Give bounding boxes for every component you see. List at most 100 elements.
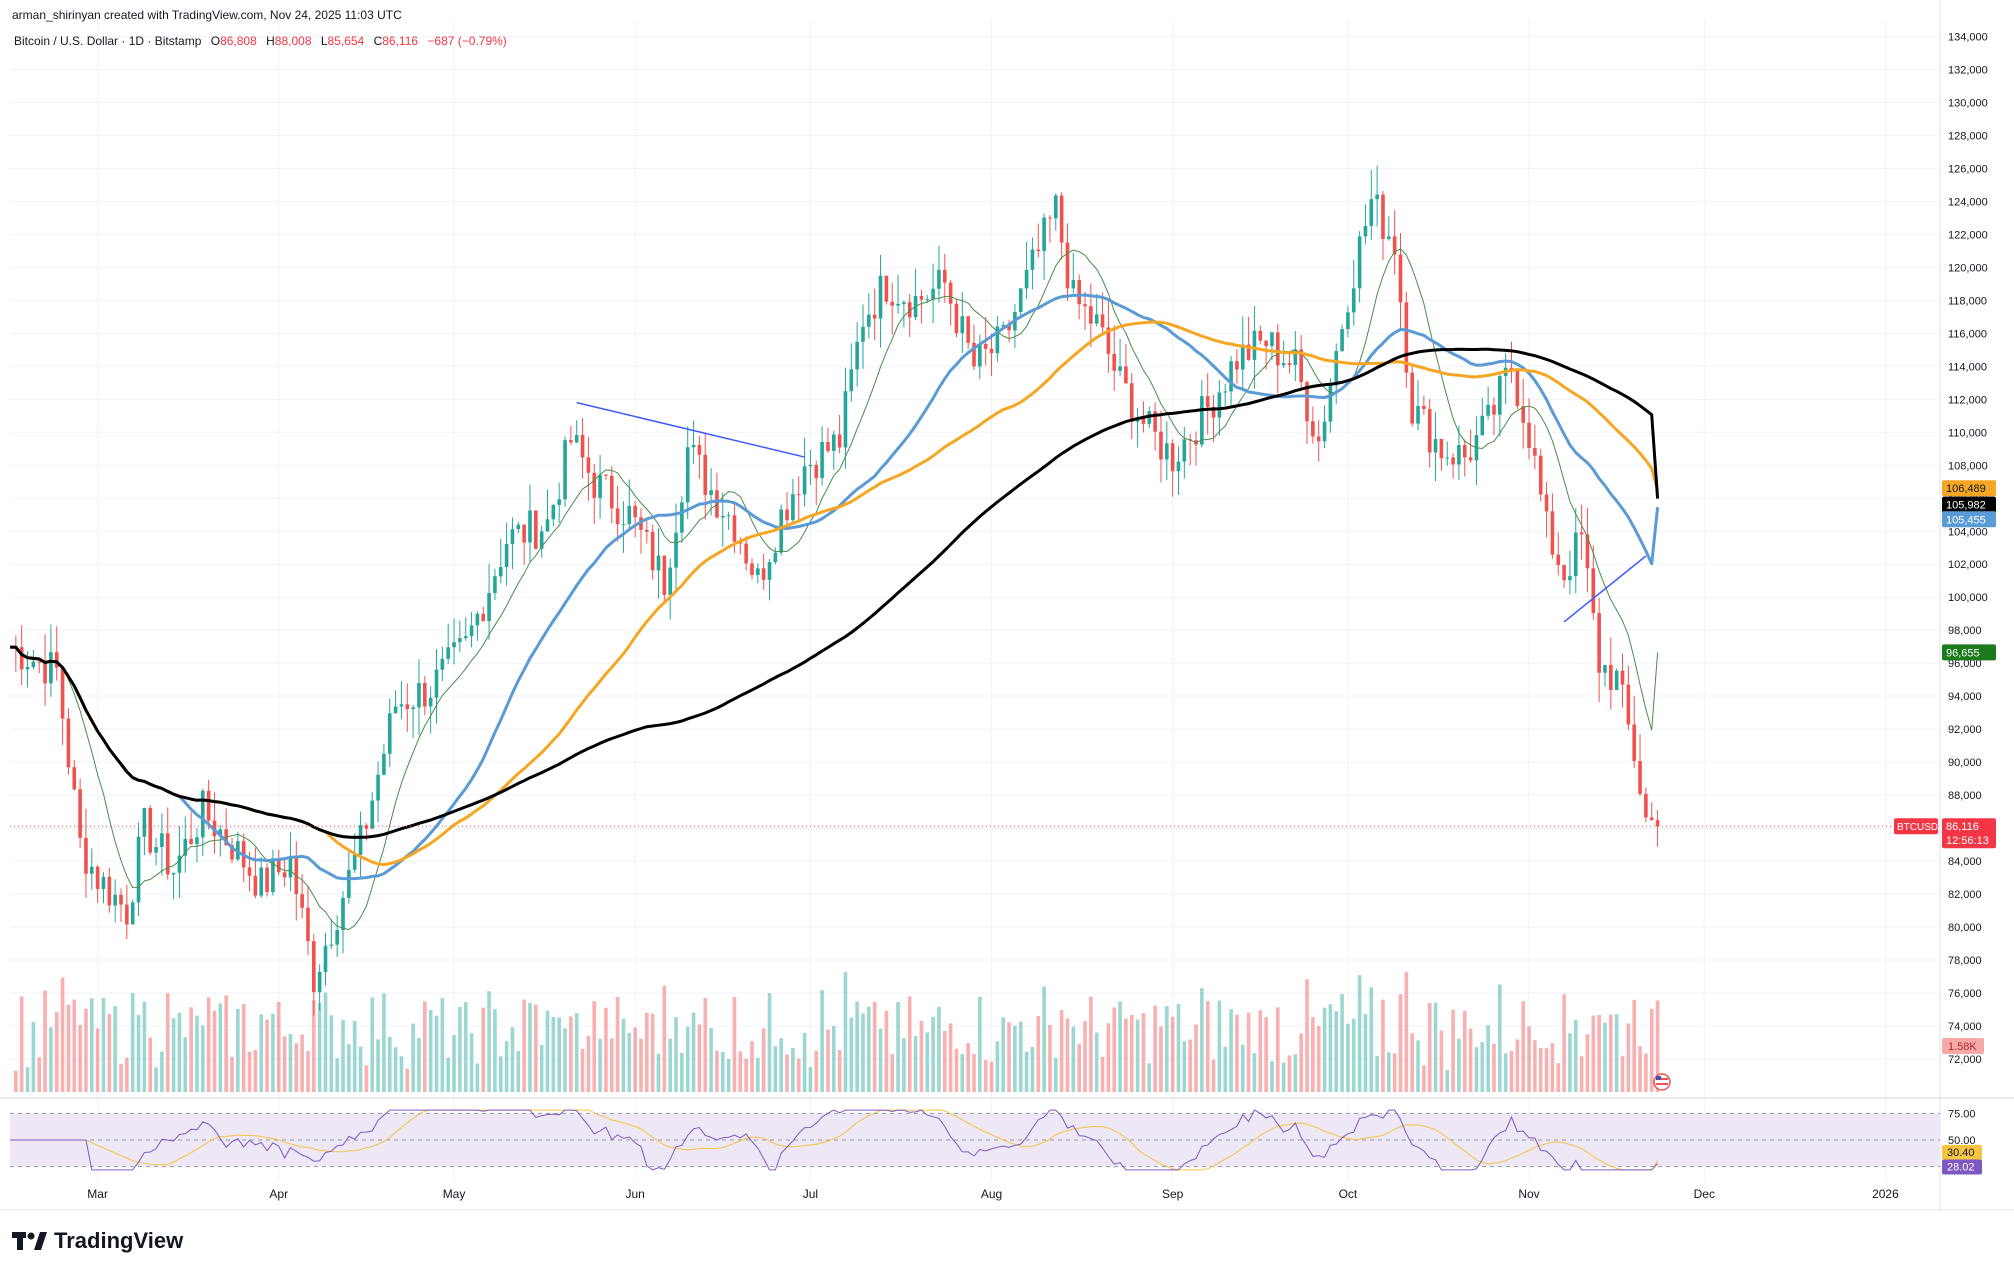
- volume-bar: [1141, 1013, 1146, 1092]
- volume-bar: [130, 993, 135, 1092]
- candle-body: [1311, 421, 1315, 437]
- volume-bar: [1013, 1025, 1017, 1092]
- volume-bar: [861, 1013, 865, 1092]
- y-tick-label: 126,000: [1948, 163, 1988, 175]
- volume-bar: [364, 1065, 369, 1092]
- symbol-info[interactable]: Bitcoin / U.S. Dollar · 1D · Bitstamp O8…: [14, 34, 507, 48]
- x-tick-label: Mar: [87, 1187, 108, 1201]
- candle-body: [1164, 443, 1169, 460]
- volume-bar: [621, 1018, 626, 1092]
- candle-body: [1287, 363, 1292, 365]
- candle-body: [849, 369, 854, 392]
- candle-body: [160, 833, 164, 848]
- volume-bar: [469, 1033, 474, 1092]
- candle-body: [417, 683, 421, 708]
- candle-body: [130, 902, 135, 925]
- volume-bar: [674, 1017, 678, 1092]
- candle-body: [872, 314, 877, 319]
- y-tick-label: 124,000: [1948, 196, 1988, 208]
- volume-bar: [569, 1016, 573, 1092]
- volume-bar: [639, 1038, 643, 1092]
- high-label: H: [266, 34, 275, 48]
- volume-bar: [609, 1038, 614, 1092]
- candle-body: [691, 444, 696, 448]
- candle-body: [317, 971, 322, 993]
- volume-bar: [539, 1044, 544, 1092]
- candle-body: [1573, 532, 1578, 577]
- candle-body: [902, 302, 906, 304]
- y-tick-label: 96,000: [1948, 658, 1982, 670]
- volume-bar: [855, 1001, 859, 1092]
- volume-bar: [206, 997, 211, 1092]
- volume-bar: [1533, 1040, 1537, 1092]
- volume-bar: [31, 1021, 36, 1092]
- volume-bar: [1299, 1033, 1303, 1092]
- volume-bar: [1451, 1009, 1455, 1092]
- candle-body: [329, 944, 334, 946]
- rsi-level-label: 50.00: [1948, 1135, 1976, 1147]
- volume-bar: [510, 1027, 515, 1092]
- candle-body: [458, 638, 462, 643]
- volume-bar: [1194, 1024, 1198, 1092]
- volume-bar: [1229, 1009, 1233, 1092]
- volume-bar: [195, 1015, 199, 1092]
- volume-bar: [183, 1037, 188, 1092]
- y-tick-label: 72,000: [1948, 1054, 1982, 1066]
- candle-body: [1427, 409, 1432, 453]
- volume-bar: [545, 1010, 550, 1092]
- candle-body: [306, 907, 310, 942]
- candle-body: [1170, 443, 1175, 472]
- volume-bar: [148, 1037, 153, 1092]
- candle-body: [1544, 494, 1549, 512]
- candle-body: [1632, 724, 1637, 762]
- volume-bar: [1287, 1055, 1292, 1092]
- candle-body: [989, 348, 994, 354]
- candle-body: [1381, 194, 1385, 239]
- volume-bar: [14, 1070, 18, 1092]
- y-tick-label: 90,000: [1948, 757, 1982, 769]
- volume-bar: [1100, 1056, 1105, 1092]
- candle-body: [1322, 421, 1327, 442]
- volume-bar: [563, 1028, 567, 1092]
- volume-bar: [884, 1010, 889, 1092]
- tradingview-logo[interactable]: TradingView: [12, 1228, 183, 1254]
- y-tick-label: 114,000: [1948, 361, 1987, 373]
- candle-body: [1334, 351, 1339, 386]
- last-price-axis-label: 86,116 12:56:13: [1942, 818, 1996, 849]
- candle-body: [650, 531, 655, 571]
- candle-body: [1410, 372, 1414, 424]
- y-tick-label: 112,000: [1948, 394, 1987, 406]
- candle-body: [1375, 194, 1379, 200]
- volume-bar: [522, 999, 526, 1092]
- candle-body: [668, 567, 673, 595]
- volume-bar: [382, 993, 386, 1092]
- volume-bar: [516, 1050, 521, 1092]
- candle-body: [545, 519, 550, 532]
- volume-bar: [1089, 996, 1093, 1092]
- candle-body: [1538, 455, 1543, 495]
- y-tick-label: 94,000: [1948, 691, 1982, 703]
- volume-bar: [1498, 984, 1502, 1092]
- candle-body: [1550, 511, 1555, 555]
- volume-bar: [487, 991, 491, 1092]
- volume-bar: [1340, 993, 1344, 1092]
- y-tick-label: 110,000: [1948, 427, 1987, 439]
- volume-bar: [1252, 1053, 1257, 1092]
- candle-body: [1597, 613, 1601, 673]
- volume-bar: [347, 1044, 351, 1092]
- volume-bar: [276, 1001, 281, 1092]
- symbol-name[interactable]: Bitcoin / U.S. Dollar · 1D · Bitstamp: [14, 34, 202, 48]
- volume-bar: [405, 1068, 410, 1092]
- volume-bar: [1258, 1010, 1263, 1092]
- moving-average-line: [9, 248, 1659, 930]
- candle-body: [697, 444, 702, 455]
- x-tick-label: Dec: [1694, 1187, 1715, 1201]
- candle-body: [896, 303, 900, 306]
- volume-bar: [504, 1041, 509, 1092]
- candle-body: [440, 658, 445, 670]
- volume-bar: [1468, 1028, 1473, 1092]
- volume-bar: [125, 1057, 129, 1092]
- volume-bar: [329, 1015, 334, 1092]
